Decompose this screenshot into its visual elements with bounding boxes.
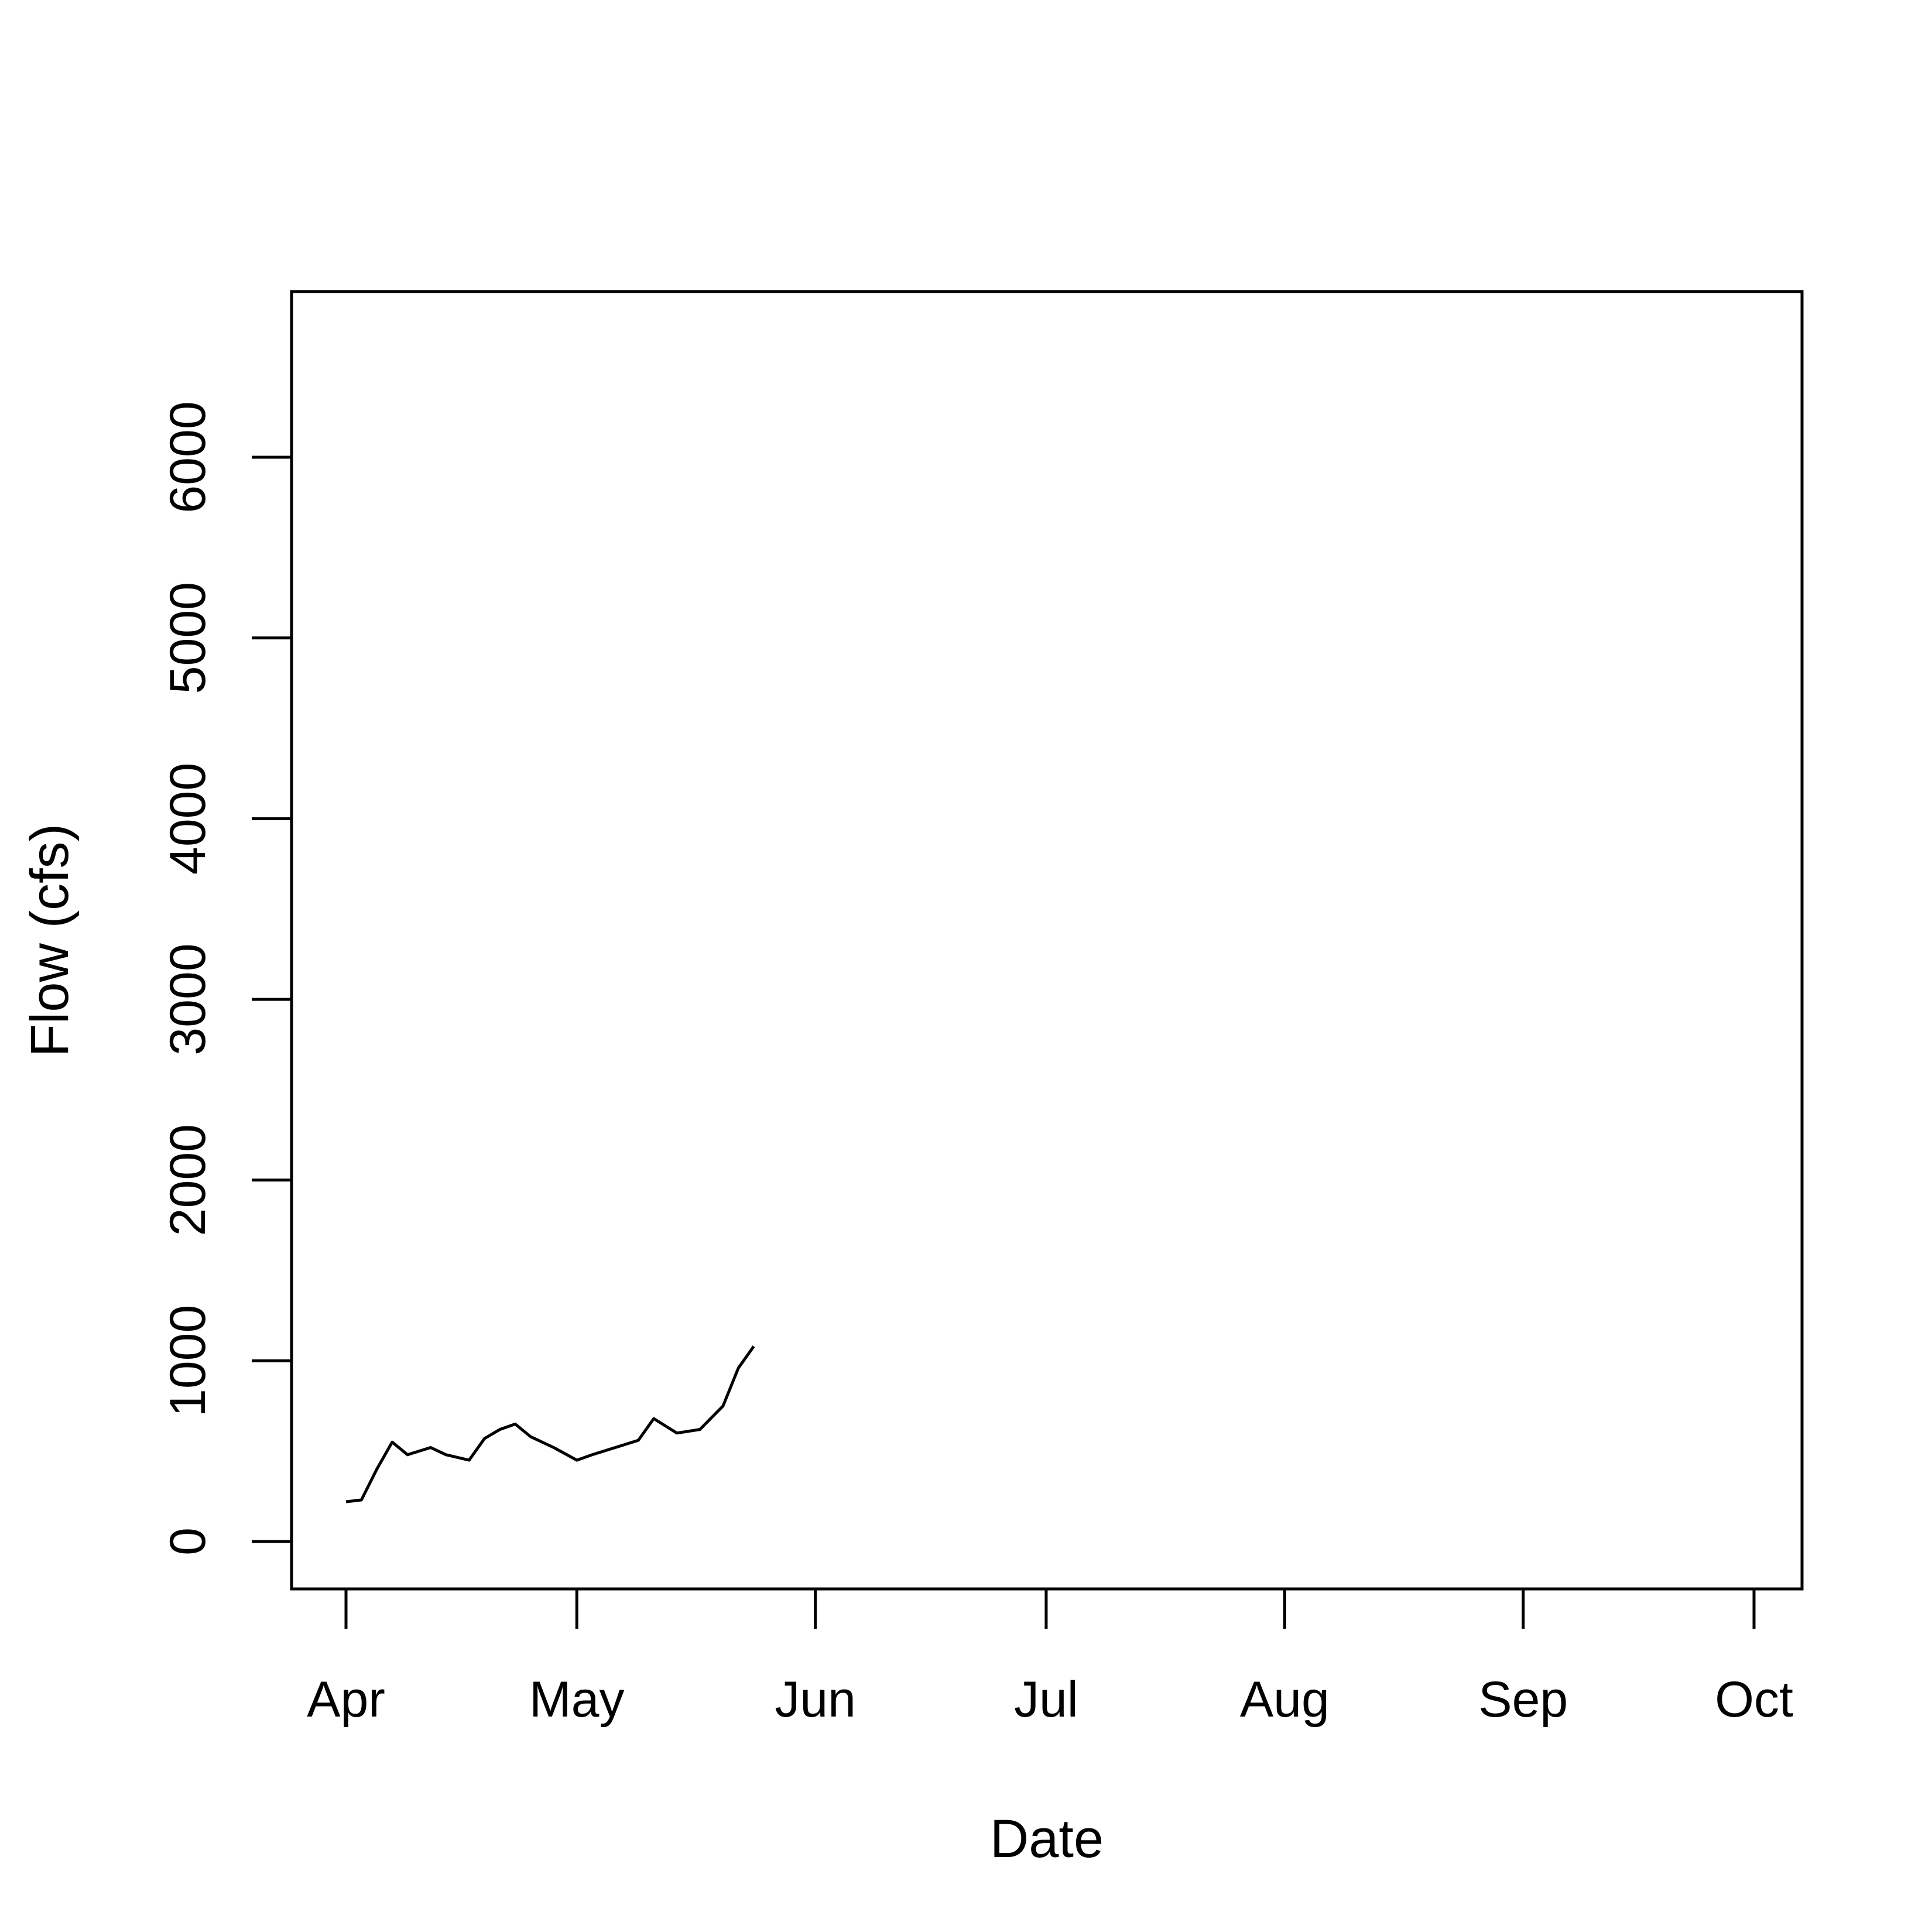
y-axis-title: Flow (cfs) — [20, 824, 80, 1057]
x-axis: Apr May Jun Jul Aug Sep Oct — [307, 1587, 1793, 1728]
x-tick-label: Sep — [1478, 1671, 1568, 1728]
series-line-1 — [345, 1345, 755, 1503]
y-tick-label: 0 — [160, 1527, 216, 1556]
y-tick-label: 5000 — [160, 582, 216, 694]
x-tick-label: Jun — [775, 1671, 856, 1728]
series-layer — [345, 1345, 755, 1503]
y-tick-label: 2000 — [160, 1124, 216, 1236]
y-axis: 0 1000 2000 3000 4000 5000 6000 — [160, 401, 293, 1556]
x-tick-label: Aug — [1240, 1671, 1330, 1728]
x-tick-label: Oct — [1715, 1671, 1793, 1728]
y-tick-label: 4000 — [160, 763, 216, 875]
x-tick-label: Apr — [307, 1671, 385, 1728]
x-tick-label: May — [529, 1671, 624, 1728]
y-tick-label: 6000 — [160, 401, 216, 513]
plot-frame — [290, 290, 1804, 1591]
y-tick-label: 1000 — [160, 1305, 216, 1417]
x-axis-title: Date — [990, 1809, 1104, 1869]
x-tick-label: Jul — [1014, 1671, 1078, 1728]
y-tick-label: 3000 — [160, 943, 216, 1055]
